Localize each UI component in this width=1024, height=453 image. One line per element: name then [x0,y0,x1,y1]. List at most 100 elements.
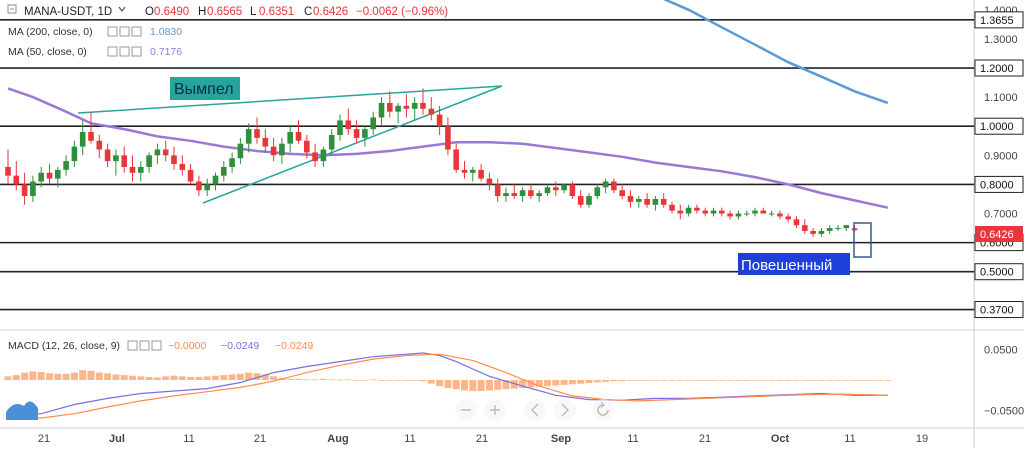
level-tag: 1.2000 [980,63,1014,75]
hanging-man-box [853,222,872,258]
candle-body [677,210,684,214]
candle-body [561,184,567,191]
candle-body [594,187,601,197]
candle [818,228,825,237]
candle-body [229,158,235,167]
candle-body [113,155,119,162]
candle-body [486,178,493,185]
candle-body [702,210,708,214]
candle-body [295,132,302,141]
price-tick-label: 0.9000 [984,150,1018,162]
collapse-legend-icon[interactable] [7,4,17,14]
macd-hist-bar [46,373,53,380]
candle [204,178,210,197]
candle-body [312,152,318,162]
hanging-man-label-bg [738,253,850,275]
macd-hist-bar [87,370,95,380]
time-tick-label: Oct [771,433,790,445]
candle-body [221,166,227,176]
candle [295,120,302,144]
candle [162,140,169,162]
macd-hist-bar [436,380,444,387]
candle-body [436,114,443,127]
macd-label[interactable]: MACD (12, 26, close, 9) [8,340,120,352]
macd-hist-bar [643,380,651,381]
gear-icon[interactable] [119,46,130,57]
candle [345,108,352,135]
close-icon[interactable] [131,46,142,57]
candle [768,210,775,217]
candle [826,225,833,234]
candle-body [88,132,94,141]
ma200-label[interactable]: MA (200, close, 0) [8,26,93,38]
macd-hist-bar [668,380,676,381]
macd-hist-bar [79,370,87,380]
gear-icon[interactable] [139,340,150,351]
candle-body [212,175,219,185]
candle [486,172,493,191]
candle-body [38,172,44,182]
close-icon[interactable] [131,26,142,37]
macd-hist-bar [54,373,62,380]
candle-body [785,216,791,220]
ma50-label[interactable]: MA (50, close, 0) [8,46,87,58]
time-tick-label: 21 [476,433,488,445]
candle-body [129,166,136,173]
ma50-settings-icons[interactable] [107,46,142,57]
level-tag: 0.5000 [980,267,1014,279]
macd-hist-bar [328,379,336,381]
candle [478,164,484,182]
macd-settings-icons[interactable] [127,340,162,351]
close-icon[interactable] [151,340,162,351]
candle-body [304,140,310,153]
candle-body [30,181,36,197]
ma200-settings-icons[interactable] [107,26,142,37]
chevron-left-icon[interactable] [524,399,546,421]
candle-body [411,102,418,109]
candle [212,172,219,191]
macd-hist-bar [444,380,452,388]
macd-hist-bar [253,373,261,380]
candle-body [5,166,11,176]
candle [79,120,86,156]
macd-hist-bar [759,380,767,381]
macd-hist-bar [162,376,170,380]
price-tick-label: 1.3000 [984,34,1018,46]
macd-hist-bar [112,374,120,380]
level-tag: 0.8000 [980,179,1014,191]
level-tag-bg [974,117,1024,135]
candle-body [470,169,476,173]
chevron-right-icon[interactable] [554,399,576,421]
ma200-value: 1.0830 [150,26,182,38]
candle [179,155,186,176]
candle [453,143,459,173]
candle [702,207,708,217]
candle [138,161,144,182]
candle-body [611,181,617,191]
candle-body [461,169,468,173]
macd-axis-ticks: 0.0500 −0.0500 [984,344,1024,417]
candle [553,181,559,197]
candle [436,105,443,135]
reset-icon[interactable] [592,399,614,421]
gear-icon[interactable] [119,26,130,37]
eye-icon[interactable] [107,26,118,37]
macd-signal-value: −0.0249 [275,340,313,352]
pennant-pattern [77,85,503,204]
candle-body [104,149,111,162]
eye-icon[interactable] [107,46,118,57]
macd-hist-bar [651,380,659,381]
candle [727,210,733,220]
candle-body [270,146,277,156]
chevron-down-icon[interactable] [118,6,126,12]
eye-icon[interactable] [127,340,138,351]
macd-hist-bar [137,376,145,380]
macd-hist-bar [726,380,734,381]
candle-body [378,102,385,118]
plus-icon[interactable] [484,399,506,421]
level-tag: 1.0000 [980,121,1014,133]
macd-hist-bar [618,380,626,382]
symbol-title[interactable]: MANA-USDT, 1D [24,6,112,18]
minus-icon[interactable] [455,399,477,421]
